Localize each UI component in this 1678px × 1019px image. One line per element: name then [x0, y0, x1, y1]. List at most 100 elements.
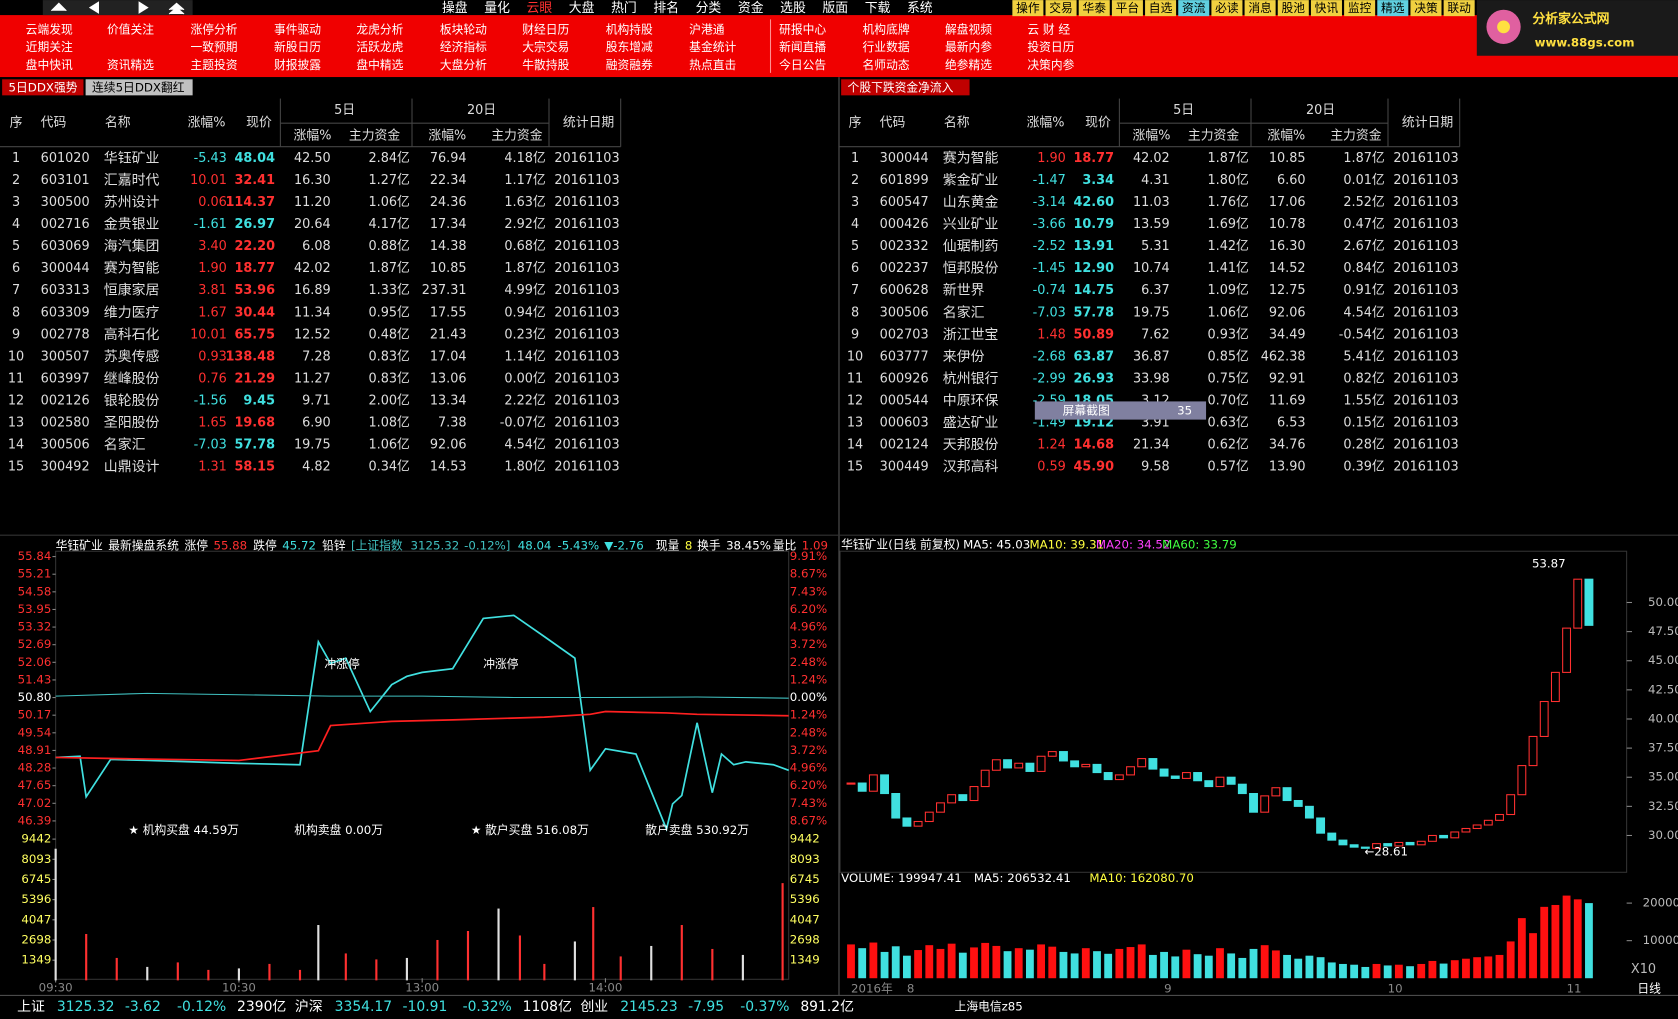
table-cell[interactable]: 300492 [41, 460, 90, 475]
table-cell[interactable]: 6.53 [1277, 416, 1306, 431]
table-cell[interactable]: 2 [851, 173, 859, 188]
table-cell[interactable]: 16.30 [294, 173, 331, 188]
table-cell[interactable]: 2.84亿 [368, 151, 410, 166]
menu-item[interactable]: 系统 [907, 1, 933, 16]
table-cell[interactable]: 0.59 [1037, 460, 1066, 475]
table-cell[interactable]: 0.28亿 [1343, 438, 1385, 453]
table-cell[interactable]: 1.27亿 [368, 173, 410, 188]
nav-link[interactable]: 行业数据 [863, 40, 910, 54]
table-cell[interactable]: 0.85亿 [1207, 349, 1249, 364]
table-cell[interactable]: 名家汇 [104, 436, 146, 453]
tool-button[interactable] [1078, 0, 1110, 17]
table-cell[interactable]: 300449 [880, 460, 929, 475]
table-cell[interactable]: -1.61 [194, 217, 227, 232]
tool-label[interactable]: 必读 [1215, 1, 1239, 15]
table-cell[interactable]: 1.55亿 [1343, 393, 1385, 408]
table-cell[interactable]: 0.95亿 [368, 305, 410, 320]
nav-link[interactable]: 沪港通 [689, 23, 725, 37]
table-cell[interactable]: 14.53 [430, 460, 467, 475]
table-cell[interactable]: 1.87亿 [1207, 151, 1249, 166]
table-cell[interactable]: 3.40 [198, 239, 227, 254]
table-cell[interactable]: 14.52 [1269, 261, 1306, 276]
table-cell[interactable]: 12 [8, 393, 24, 408]
table-cell[interactable]: 20161103 [554, 327, 619, 342]
nav-link[interactable]: 绝参精选 [945, 58, 992, 72]
nav-link[interactable]: 云 财 经 [1027, 23, 1070, 37]
table-cell[interactable]: 20161103 [1393, 438, 1458, 453]
table-cell[interactable]: 0.82亿 [1343, 371, 1385, 386]
table-cell[interactable]: -3.14 [1033, 195, 1066, 210]
table-cell[interactable]: 21.29 [234, 371, 275, 386]
table-cell[interactable]: 兴业矿业 [943, 217, 999, 233]
table-cell[interactable]: 6 [851, 261, 859, 276]
table-cell[interactable]: 20161103 [554, 151, 619, 166]
table-cell[interactable]: 50.89 [1073, 327, 1114, 342]
menu-item[interactable]: 资金 [738, 0, 764, 16]
table-cell[interactable]: 9 [12, 327, 20, 342]
table-cell[interactable]: 14.68 [1073, 438, 1114, 453]
table-cell[interactable]: 3 [12, 195, 20, 210]
table-cell[interactable]: 20161103 [554, 217, 619, 232]
table-cell[interactable]: 10.74 [1133, 261, 1170, 276]
table-cell[interactable]: -0.07亿 [500, 416, 546, 431]
nav-link[interactable]: 经济指标 [440, 40, 487, 54]
table-cell[interactable]: 20161103 [554, 305, 619, 320]
table-cell[interactable]: 002580 [41, 416, 90, 431]
table-cell[interactable]: 1.80亿 [504, 460, 546, 475]
table-cell[interactable]: 2.92亿 [504, 217, 546, 232]
table-cell[interactable]: -1.47 [1033, 173, 1066, 188]
table-cell[interactable]: 57.78 [1073, 305, 1114, 320]
table-cell[interactable]: 赛为智能 [104, 261, 160, 277]
table-cell[interactable]: 2.67亿 [1343, 239, 1385, 254]
table-cell[interactable]: 601020 [41, 151, 90, 166]
table-cell[interactable]: 1.67 [198, 305, 227, 320]
table-cell[interactable]: 盛达矿业 [943, 415, 999, 431]
table-cell[interactable]: 1.08亿 [368, 416, 410, 431]
table-cell[interactable]: 杭州银行 [943, 371, 999, 387]
table-cell[interactable]: 5.41亿 [1343, 349, 1385, 364]
menu-item[interactable]: 下载 [865, 1, 891, 16]
table-cell[interactable]: 1.48 [1037, 327, 1066, 342]
table-cell[interactable]: 2.22亿 [504, 393, 546, 408]
table-cell[interactable]: 45.90 [1073, 460, 1114, 475]
menu-item[interactable]: 热门 [611, 1, 637, 16]
table-cell[interactable]: 601899 [880, 173, 929, 188]
table-cell[interactable]: -3.66 [1033, 217, 1066, 232]
nav-link[interactable]: 解盘视频 [945, 23, 992, 37]
tool-button[interactable] [1310, 0, 1342, 17]
table-cell[interactable]: 10.01 [190, 327, 227, 342]
table-cell[interactable]: 0.75亿 [1207, 371, 1249, 386]
table-cell[interactable]: 2.52亿 [1343, 195, 1385, 210]
table-cell[interactable]: 300507 [41, 349, 90, 364]
table-cell[interactable]: 16.89 [294, 283, 331, 298]
table-cell[interactable]: 20161103 [1393, 460, 1458, 475]
tool-label[interactable]: 决策 [1414, 1, 1438, 15]
table-cell[interactable]: 10 [8, 349, 24, 364]
table-cell[interactable]: 8 [851, 305, 859, 320]
table-cell[interactable]: 11.03 [1133, 195, 1170, 210]
nav-link[interactable]: 大宗交易 [522, 40, 569, 54]
table-cell[interactable]: 300506 [41, 438, 90, 453]
table-cell[interactable]: 300506 [880, 305, 929, 320]
table-cell[interactable]: 10.85 [430, 261, 467, 276]
nav-link[interactable]: 牛散持股 [522, 58, 569, 72]
table-cell[interactable]: 汇嘉时代 [104, 173, 160, 189]
table-cell[interactable]: 603313 [41, 283, 90, 298]
nav-link[interactable]: 大盘分析 [440, 58, 487, 72]
tool-label[interactable]: 消息 [1248, 1, 1272, 15]
menu-item[interactable]: 云眼 [527, 1, 553, 16]
table-cell[interactable]: 10.85 [1269, 151, 1306, 166]
table-cell[interactable]: 300044 [41, 261, 90, 276]
table-cell[interactable]: 山鼎设计 [104, 459, 160, 475]
table-cell[interactable]: 5 [851, 239, 859, 254]
nav-link[interactable]: 板块轮动 [440, 23, 487, 37]
table-cell[interactable]: 新世界 [943, 283, 985, 299]
table-cell[interactable]: 13 [847, 416, 863, 431]
table-cell[interactable]: -1.56 [194, 393, 227, 408]
table-cell[interactable]: 苏州设计 [104, 195, 160, 211]
table-cell[interactable]: 92.06 [430, 438, 467, 453]
table-cell[interactable]: 11 [8, 371, 24, 386]
table-cell[interactable]: 20.64 [294, 217, 331, 232]
nav-link[interactable]: 融资融券 [606, 58, 653, 72]
table-cell[interactable]: 17.34 [430, 217, 467, 232]
